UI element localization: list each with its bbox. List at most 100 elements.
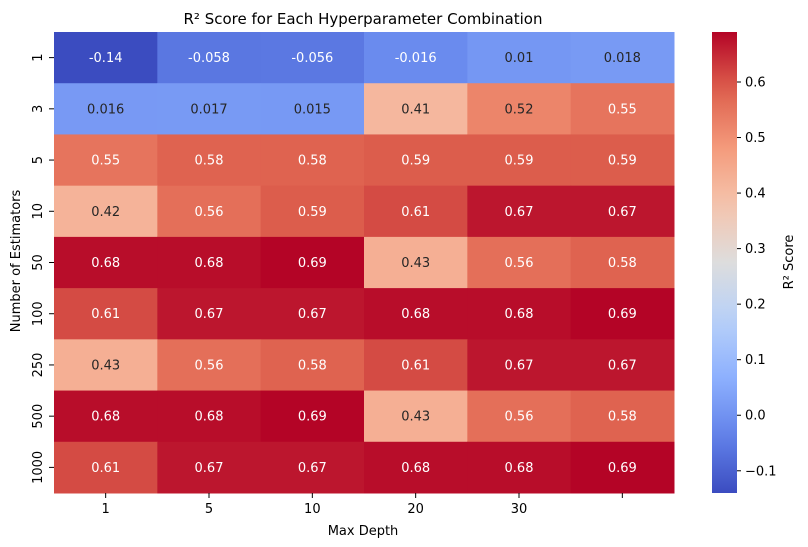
colorbar-tick-label: −0.1 xyxy=(745,464,777,479)
cell-value-label: 0.55 xyxy=(91,154,120,169)
y-tick-label: 10 xyxy=(31,203,46,220)
heatmap-cell xyxy=(260,441,365,494)
heatmap-cell xyxy=(570,236,675,289)
heatmap-cells: -0.14 -0.058 -0.056 -0.016 0.01 0.018 0.016 0.0… xyxy=(54,32,675,494)
cell-value-label: 0.42 xyxy=(91,205,120,220)
cell-value-label: 0.67 xyxy=(298,307,327,322)
cell-value-label: 0.018 xyxy=(604,51,641,66)
cell-value-label: 0.55 xyxy=(608,102,637,117)
cell-value-label: 0.59 xyxy=(298,205,327,220)
y-tick-label: 3 xyxy=(31,105,46,113)
cell-value-label: 0.56 xyxy=(195,205,224,220)
cell-value-label: 0.43 xyxy=(91,358,120,373)
cell-value-label: 0.56 xyxy=(505,256,534,271)
cell-value-label: 0.017 xyxy=(190,102,227,117)
cell-value-label: 0.61 xyxy=(91,461,120,476)
heatmap-cell xyxy=(157,236,262,289)
heatmap-cell xyxy=(570,390,675,443)
colorbar-label: R² Score xyxy=(782,235,797,290)
cell-value-label: 0.58 xyxy=(298,358,327,373)
heatmap-cell xyxy=(467,390,572,443)
colorbar-tick-label: 0.2 xyxy=(745,298,766,313)
y-axis-label: Number of Estimators xyxy=(9,190,24,333)
heatmap-cell xyxy=(157,288,262,340)
heatmap-cell xyxy=(157,441,262,494)
colorbar-tick-label: 0.0 xyxy=(745,409,766,424)
heatmap-cell xyxy=(364,134,468,187)
heatmap-cell xyxy=(157,390,262,443)
heatmap-cell xyxy=(570,134,675,187)
cell-value-label: 0.52 xyxy=(505,102,534,117)
x-axis-ticks: 1 5 10 20 30 xyxy=(102,493,623,517)
heatmap-cell xyxy=(364,339,468,392)
cell-value-label: 0.41 xyxy=(401,102,430,117)
heatmap-cell xyxy=(54,236,158,289)
heatmap-cell xyxy=(157,134,262,187)
cell-value-label: 0.61 xyxy=(401,205,430,220)
heatmap-cell xyxy=(364,185,468,238)
heatmap-cell xyxy=(260,339,365,392)
cell-value-label: -0.056 xyxy=(291,51,333,66)
heatmap-cell xyxy=(467,236,572,289)
y-axis-ticks: 1 3 5 10 50 100 250 500 1000 xyxy=(31,53,54,484)
x-tick-label: 1 xyxy=(102,502,110,517)
heatmap-cell xyxy=(570,83,675,135)
cell-value-label: 0.67 xyxy=(608,358,637,373)
cell-value-label: 0.69 xyxy=(298,410,327,425)
heatmap-cell xyxy=(364,441,468,494)
cell-value-label: 0.59 xyxy=(608,154,637,169)
heatmap-cell xyxy=(467,339,572,392)
heatmap-cell xyxy=(467,441,572,494)
heatmap-cell xyxy=(570,185,675,238)
cell-value-label: 0.61 xyxy=(401,358,430,373)
cell-value-label: 0.67 xyxy=(608,205,637,220)
heatmap-cell xyxy=(260,236,365,289)
heatmap-cell xyxy=(467,32,572,84)
heatmap-cell xyxy=(364,288,468,340)
cell-value-label: 0.68 xyxy=(505,461,534,476)
y-tick-label: 500 xyxy=(31,404,46,429)
colorbar-tick-label: 0.1 xyxy=(745,353,766,368)
cell-value-label: 0.68 xyxy=(91,410,120,425)
heatmap-cell xyxy=(54,185,158,238)
cell-value-label: 0.68 xyxy=(91,256,120,271)
cell-value-label: 0.59 xyxy=(401,154,430,169)
cell-value-label: 0.67 xyxy=(505,205,534,220)
x-tick-label: 30 xyxy=(511,502,528,517)
chart-title: R² Score for Each Hyperparameter Combina… xyxy=(184,10,543,28)
y-tick-label: 100 xyxy=(31,301,46,326)
cell-value-label: 0.67 xyxy=(505,358,534,373)
cell-value-label: -0.016 xyxy=(395,51,437,66)
heatmap-cell xyxy=(54,134,158,187)
heatmap-cell xyxy=(467,83,572,135)
y-tick-label: 5 xyxy=(31,156,46,164)
x-tick-label: 10 xyxy=(304,502,321,517)
heatmap-cell xyxy=(570,288,675,340)
cell-value-label: 0.56 xyxy=(195,358,224,373)
colorbar-ticks: −0.1 0.0 0.1 0.2 0.3 0.4 0.5 0.6 xyxy=(737,75,777,479)
heatmap-cell xyxy=(260,390,365,443)
cell-value-label: 0.69 xyxy=(608,307,637,322)
cell-value-label: 0.58 xyxy=(608,256,637,271)
cell-value-label: 0.016 xyxy=(87,102,124,117)
heatmap-cell xyxy=(364,83,468,135)
cell-value-label: 0.68 xyxy=(505,307,534,322)
cell-value-label: -0.14 xyxy=(89,51,123,66)
cell-value-label: 0.43 xyxy=(401,256,430,271)
cell-value-label: 0.69 xyxy=(608,461,637,476)
colorbar xyxy=(712,32,737,493)
heatmap-cell xyxy=(157,185,262,238)
cell-value-label: 0.67 xyxy=(195,461,224,476)
cell-value-label: 0.58 xyxy=(608,410,637,425)
heatmap-cell xyxy=(570,441,675,494)
heatmap-cell xyxy=(260,134,365,187)
cell-value-label: 0.43 xyxy=(401,410,430,425)
heatmap-cell xyxy=(467,185,572,238)
colorbar-tick-label: 0.5 xyxy=(745,131,766,146)
cell-value-label: 0.015 xyxy=(294,102,331,117)
y-tick-label: 250 xyxy=(31,353,46,378)
cell-value-label: 0.67 xyxy=(195,307,224,322)
cell-value-label: -0.058 xyxy=(188,51,230,66)
colorbar-tick-label: 0.4 xyxy=(745,187,766,202)
